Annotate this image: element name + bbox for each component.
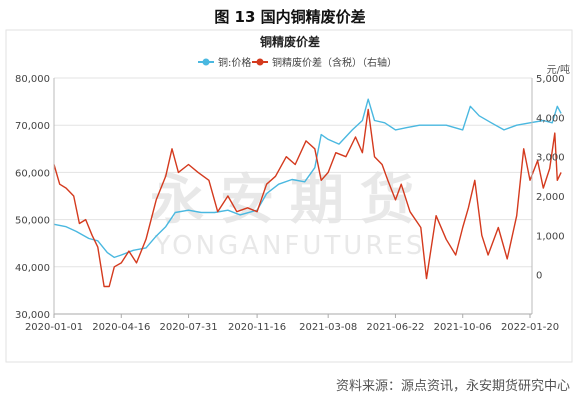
x-tick-label: 2020-01-01	[25, 322, 83, 333]
watermark-main: 永安期货	[150, 168, 430, 231]
series-layer	[53, 98, 562, 288]
y-left-tick-label: 70,000	[15, 121, 50, 132]
y-left-tick-label: 80,000	[15, 74, 50, 85]
legend-item-spread: 铜精废价差（含税）（右轴）	[252, 56, 397, 69]
y-right-tick-label: 3,000	[536, 153, 565, 164]
x-tick-label: 2021-10-06	[434, 322, 492, 333]
right-axis-unit: 元/吨	[547, 63, 570, 76]
x-tick-label: 2021-03-08	[299, 322, 357, 333]
y-left-tick-label: 60,000	[15, 168, 50, 179]
series-line-spread	[53, 108, 562, 288]
chart-title: 铜精废价差	[260, 34, 320, 49]
y-right-tick-label: 5,000	[536, 74, 565, 85]
y-left-tick-label: 30,000	[15, 310, 50, 321]
axes: 30,000 40,000 50,000 60,000 70,000 80,000 0 1,0…	[15, 74, 565, 333]
y-left-tick-label: 40,000	[15, 263, 50, 274]
watermark: 永安期货 YONGANFUTURES	[150, 168, 430, 261]
x-tick-label: 2020-11-16	[228, 322, 286, 333]
series-line-copper-price	[53, 98, 562, 259]
y-right-tick-label: 1,000	[536, 231, 565, 242]
source-note: 资料来源：源点资讯，永安期货研究中心	[335, 379, 570, 394]
y-right-tick-label: 4,000	[536, 113, 565, 124]
y-left-tick-label: 50,000	[15, 216, 50, 227]
y-right-tick-label: 0	[536, 271, 542, 282]
legend-label: 铜:价格	[218, 56, 251, 69]
legend-swatch-dot	[202, 58, 210, 66]
figure-caption: 图 13 国内铜精废价差	[214, 8, 366, 26]
legend: 铜:价格 铜精废价差（含税）（右轴）	[198, 56, 397, 69]
x-tick-label: 2021-06-22	[366, 322, 424, 333]
x-tick-label: 2022-01-20	[501, 322, 559, 333]
legend-swatch-dot	[256, 58, 264, 66]
chart-frame	[5, 29, 573, 363]
legend-label: 铜精废价差（含税）（右轴）	[272, 56, 397, 69]
y-right-tick-label: 2,000	[536, 192, 565, 203]
x-tick-label: 2020-07-31	[159, 322, 217, 333]
watermark-sub: YONGANFUTURES	[154, 231, 426, 261]
x-tick-label: 2020-04-16	[92, 322, 150, 333]
legend-item-copper-price: 铜:价格	[198, 56, 251, 69]
